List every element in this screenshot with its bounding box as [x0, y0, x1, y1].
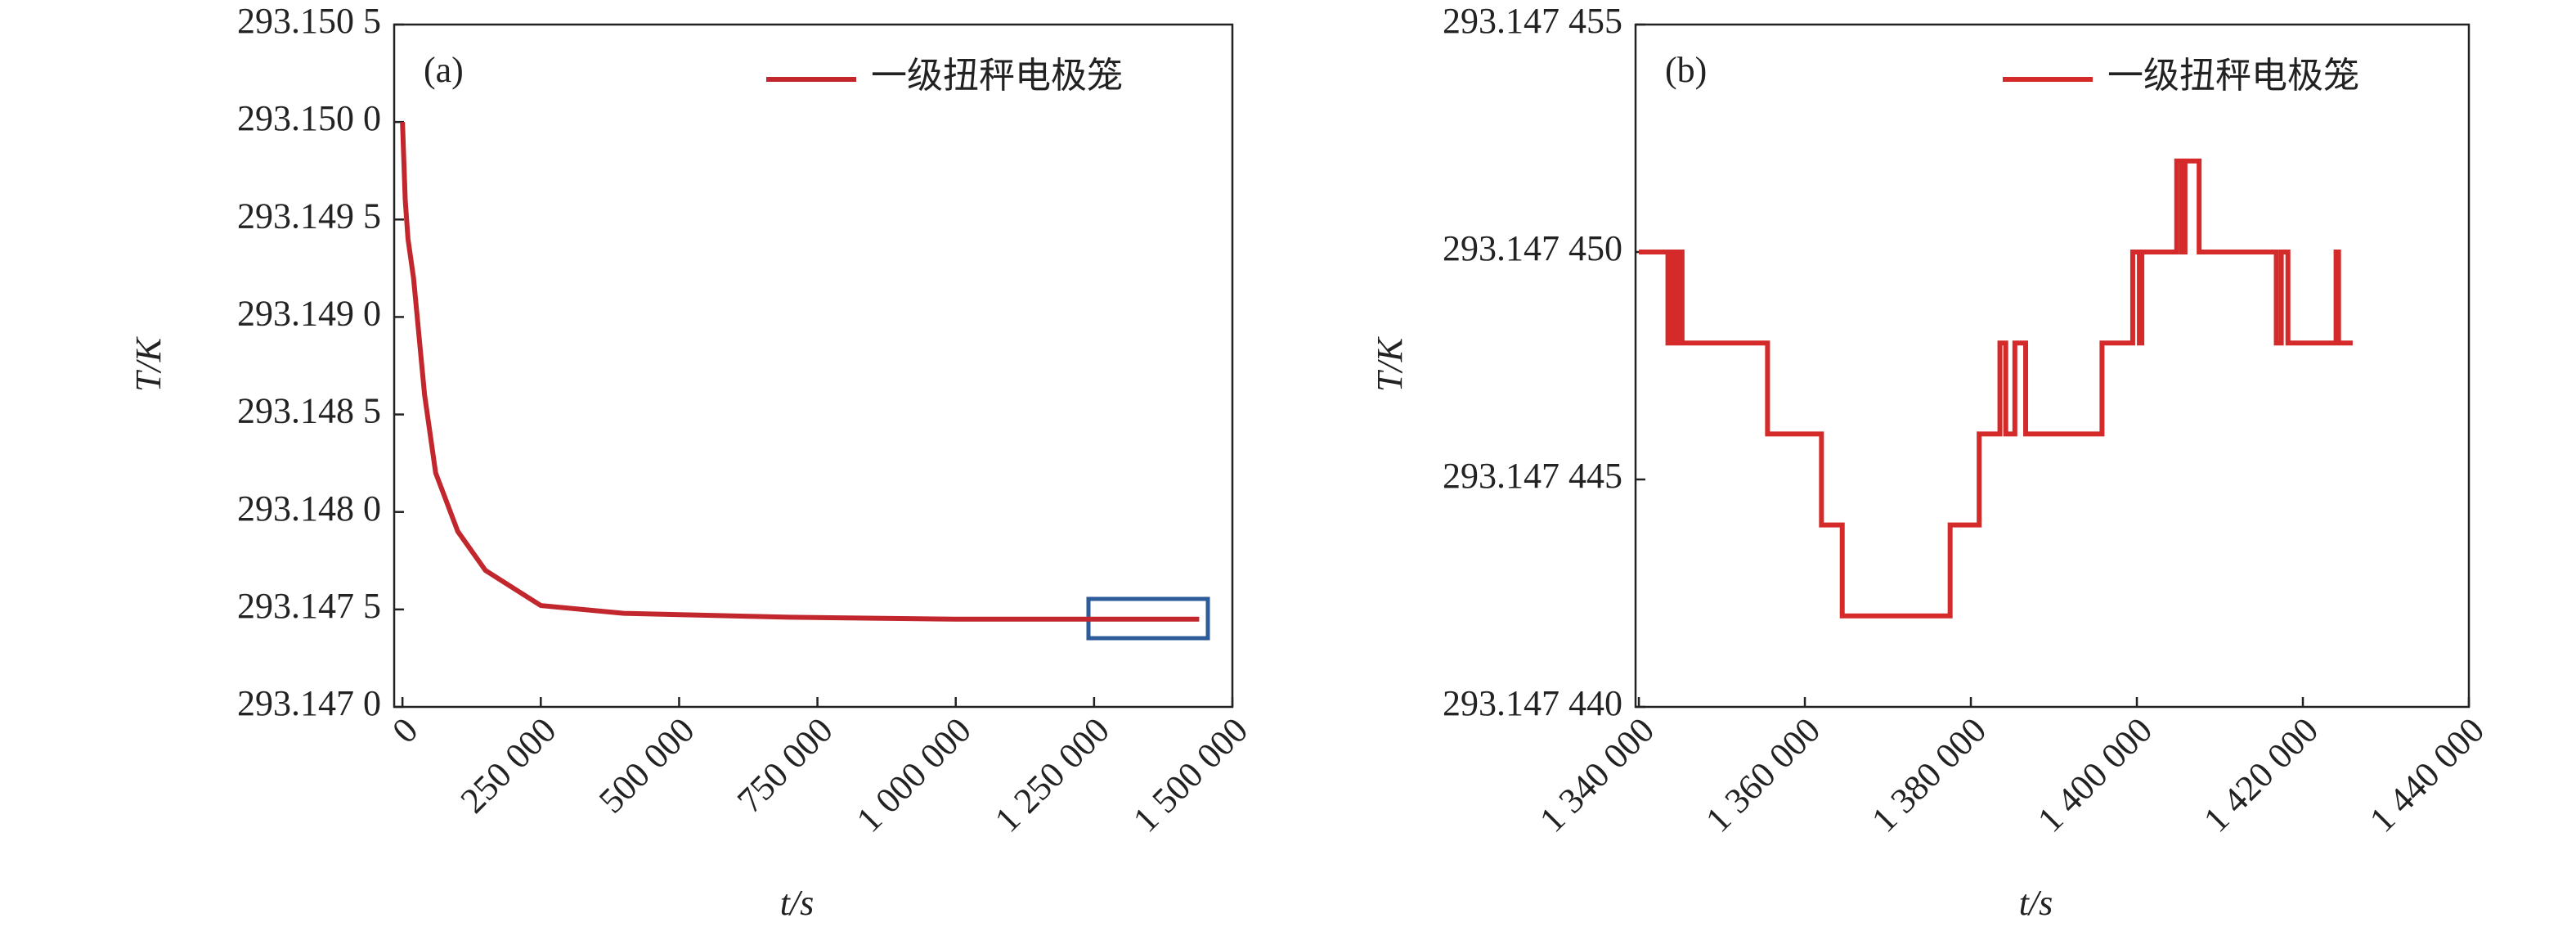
legend-label: 一级扭秤电极笼: [2107, 56, 2359, 96]
x-tick-label: 1 420 000: [2196, 710, 2326, 840]
x-axis-title: t/s: [2019, 883, 2053, 923]
x-tick-label: 1 380 000: [1864, 710, 1994, 840]
x-tick-label: 1 360 000: [1698, 710, 1828, 840]
y-tick-label: 293.147 445: [1443, 456, 1622, 496]
plot-frame: [393, 23, 1234, 709]
y-tick-label: 293.148 0: [237, 488, 381, 529]
y-tick-label: 293.147 455: [1443, 1, 1622, 41]
y-tick-label: 293.149 0: [237, 294, 381, 334]
panel-label: (b): [1665, 50, 1707, 90]
y-axis-title: T/K: [1370, 335, 1410, 392]
legend-label: 一级扭秤电极笼: [871, 56, 1123, 96]
panel-label: (a): [424, 50, 464, 90]
data-line: [1639, 158, 2353, 619]
x-tick-label: 1 340 000: [1532, 710, 1662, 840]
y-tick-label: 293.147 450: [1443, 228, 1622, 268]
x-tick-label: 0: [384, 710, 425, 751]
data-line: [400, 122, 1200, 622]
plot-frame: [1634, 23, 2471, 709]
y-tick-label: 293.147 440: [1443, 683, 1622, 723]
y-tick-label: 293.147 5: [237, 586, 381, 626]
x-tick-label: 1 440 000: [2362, 710, 2492, 840]
y-tick-label: 293.147 0: [237, 683, 381, 723]
y-axis-title: T/K: [128, 335, 168, 392]
x-tick-label: 500 000: [591, 710, 702, 821]
x-tick-label: 250 000: [453, 710, 564, 821]
y-tick-label: 293.150 0: [237, 98, 381, 138]
x-tick-label: 1 000 000: [849, 710, 979, 840]
x-tick-label: 750 000: [729, 710, 841, 821]
y-tick-label: 293.150 5: [237, 1, 381, 41]
y-tick-label: 293.148 5: [237, 391, 381, 431]
x-axis-title: t/s: [780, 883, 815, 923]
y-tick-label: 293.149 5: [237, 196, 381, 236]
x-tick-label: 1 250 000: [987, 710, 1117, 840]
x-tick-label: 1 500 000: [1125, 710, 1255, 840]
x-tick-label: 1 400 000: [2030, 710, 2160, 840]
